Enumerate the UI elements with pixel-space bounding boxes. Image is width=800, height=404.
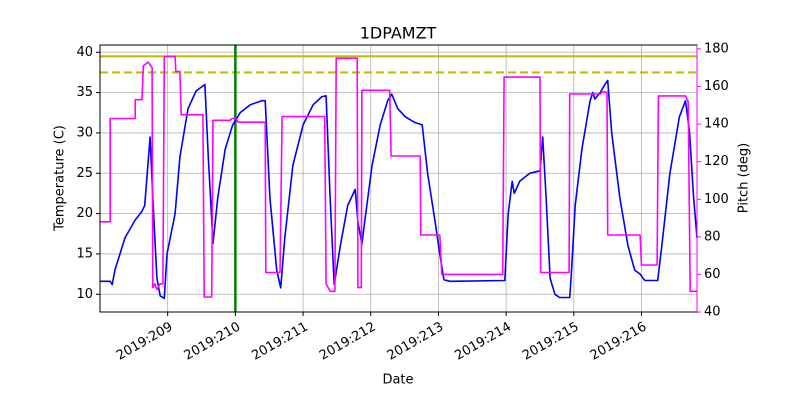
y-tick-label: 40: [76, 45, 93, 60]
chart-title: 1DPAMZT: [360, 24, 437, 43]
x-tick-label: 2019:210: [182, 320, 243, 364]
y-tick-label: 20: [76, 206, 93, 221]
y2-tick-label: 40: [704, 305, 721, 320]
x-tick-label: 2019:209: [114, 320, 175, 364]
y-tick-label: 10: [76, 287, 93, 302]
series-line: [100, 79, 698, 300]
y-tick-label: 25: [76, 166, 93, 181]
x-tick-label: 2019:216: [588, 320, 649, 364]
x-tick-label: 2019:215: [520, 320, 581, 364]
y-tick-label: 15: [76, 246, 93, 261]
x-tick-label: 2019:211: [249, 320, 310, 364]
y2-tick-label: 140: [704, 117, 729, 132]
y-axis-label: Temperature (C): [53, 125, 68, 232]
series-line: [100, 55, 697, 298]
y-tick-label: 30: [76, 125, 93, 140]
x-tick-label: 2019:214: [452, 320, 513, 364]
y2-tick-label: 60: [704, 267, 721, 282]
y2-tick-label: 180: [704, 41, 729, 56]
x-tick-label: 2019:213: [385, 320, 446, 364]
x-tick-label: 2019:212: [317, 320, 378, 364]
y2-tick-label: 80: [704, 229, 721, 244]
y2-tick-label: 160: [704, 79, 729, 94]
y2-tick-label: 100: [704, 192, 729, 207]
y2-axis-label: Pitch (deg): [737, 143, 752, 213]
x-axis-label: Date: [382, 373, 413, 388]
y-tick-label: 35: [76, 85, 93, 100]
y2-tick-label: 120: [704, 154, 729, 169]
